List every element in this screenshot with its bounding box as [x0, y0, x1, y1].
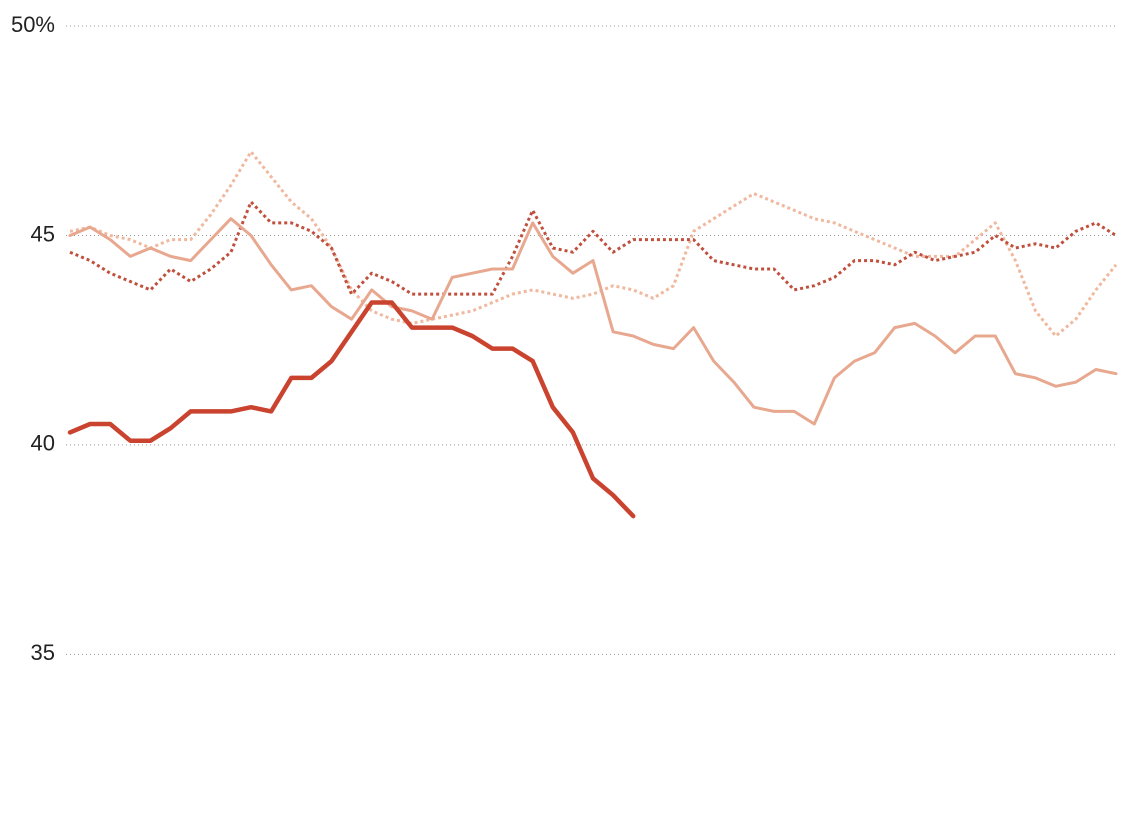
series-line — [69, 200, 1117, 296]
series-line — [68, 217, 1118, 426]
y-tick-label: 50% — [11, 12, 55, 37]
series-line — [67, 300, 636, 519]
series-line — [69, 150, 1118, 338]
y-tick-label: 45 — [31, 221, 55, 246]
y-tick-label: 40 — [31, 431, 55, 456]
y-tick-label: 35 — [31, 640, 55, 665]
